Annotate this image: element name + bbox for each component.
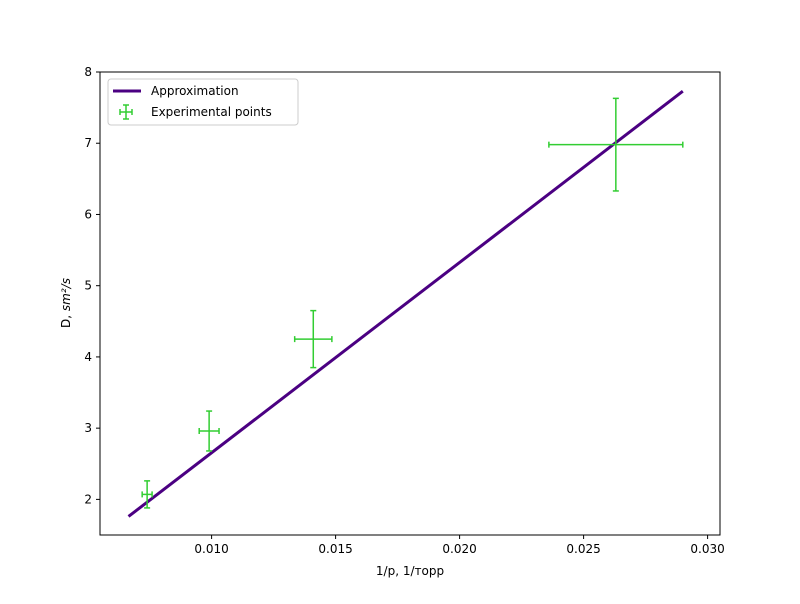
x-tick-label: 0.025 xyxy=(566,542,600,556)
legend: Approximation Experimental points xyxy=(107,78,299,126)
legend-entry-label: Approximation xyxy=(151,84,239,98)
x-tick-label: 0.030 xyxy=(690,542,724,556)
x-axis-ticks: 0.010 0.015 0.020 0.025 0.030 xyxy=(194,535,725,556)
y-tick-label: 6 xyxy=(84,207,92,221)
axes-frame xyxy=(99,71,721,536)
legend-entry-label: Experimental points xyxy=(151,105,272,119)
approximation-line xyxy=(127,90,684,518)
y-tick-label: 7 xyxy=(84,136,92,150)
x-axis-label: 1/p, 1/торр xyxy=(376,564,444,578)
y-axis-label-main: D, xyxy=(59,311,73,328)
y-tick-label: 3 xyxy=(84,421,92,435)
plot-area xyxy=(127,90,684,518)
y-axis-label: D, sm²/s xyxy=(59,278,73,328)
x-tick-label: 0.015 xyxy=(318,542,352,556)
y-tick-label: 2 xyxy=(84,492,92,506)
experimental-point xyxy=(198,410,220,452)
experimental-point xyxy=(293,309,333,369)
y-tick-label: 5 xyxy=(84,279,92,293)
y-tick-label: 4 xyxy=(84,350,92,364)
experimental-point xyxy=(141,480,153,509)
y-axis-label-unit: sm²/s xyxy=(59,278,73,311)
x-tick-label: 0.010 xyxy=(194,542,228,556)
legend-box xyxy=(107,78,299,126)
x-tick-label: 0.020 xyxy=(442,542,476,556)
y-axis-ticks: 2 3 4 5 6 7 8 xyxy=(84,65,100,506)
experimental-point xyxy=(548,97,684,192)
y-tick-label: 8 xyxy=(84,65,92,79)
